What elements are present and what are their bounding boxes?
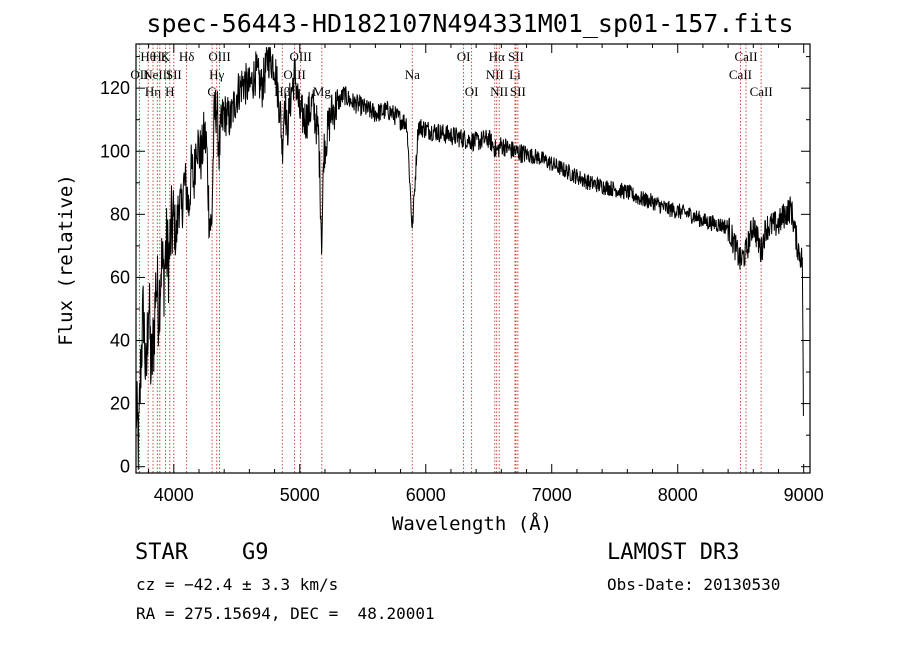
x-tick-label: 4000 — [154, 485, 194, 505]
spectrum-line — [135, 47, 804, 470]
y-tick-label: 100 — [100, 141, 130, 161]
y-tick-label: 120 — [100, 78, 130, 98]
line-marker-label: NII — [490, 84, 508, 99]
x-tick-label: 9000 — [784, 485, 824, 505]
line-marker-label: NeIII — [143, 67, 171, 82]
line-marker-label: Hδ — [179, 49, 195, 64]
chart-title: spec-56443-HD182107N494331M01_sp01-157.f… — [146, 9, 793, 38]
line-marker-label: G — [207, 84, 216, 99]
line-marker-label: OII — [130, 67, 148, 82]
y-tick-label: 40 — [110, 331, 130, 351]
line-marker-label: H — [165, 84, 174, 99]
spectral-subclass: G9 — [242, 540, 269, 565]
line-marker-label: CaII — [729, 67, 752, 82]
line-marker-label: SII — [508, 49, 524, 64]
y-tick-label: 0 — [120, 457, 130, 477]
x-tick-label: 5000 — [280, 485, 320, 505]
x-tick-label: 8000 — [658, 485, 698, 505]
line-markers: OIIHθHηNeIIIHζKHSIIHδGHγOIIIHβOIIIOIIIMg… — [130, 44, 773, 473]
x-tick-label: 7000 — [532, 485, 572, 505]
line-marker-label: K — [161, 49, 171, 64]
y-tick-label: 60 — [110, 267, 130, 287]
line-marker-label: OI — [465, 84, 479, 99]
line-marker-label: Hη — [145, 84, 161, 99]
y-axis: 0 20 40 60 80 100 120 — [100, 56, 810, 477]
line-marker-label: OIII — [208, 49, 230, 64]
x-axis-label: Wavelength (Å) — [392, 512, 552, 535]
line-marker-label: Na — [405, 67, 420, 82]
line-marker-label: Hα — [489, 49, 505, 64]
line-marker-label: Hγ — [209, 67, 224, 82]
line-marker-label: OIII — [283, 67, 305, 82]
line-marker-label: CaII — [750, 84, 773, 99]
x-axis: 4000 5000 6000 7000 8000 9000 — [148, 44, 824, 505]
line-marker-label: SII — [510, 84, 526, 99]
redshift-cz: cz = −42.4 ± 3.3 km/s — [136, 575, 339, 594]
line-marker-label: OIII — [289, 49, 311, 64]
coordinates: RA = 275.15694, DEC = 48.20001 — [136, 604, 435, 623]
y-tick-label: 80 — [110, 204, 130, 224]
survey-name: LAMOST DR3 — [607, 540, 740, 565]
line-marker-label: Hζ — [152, 49, 167, 64]
x-tick-label: 6000 — [406, 485, 446, 505]
plot-frame — [135, 43, 811, 474]
line-marker-label: Mg — [313, 84, 332, 99]
object-type: STAR — [135, 540, 188, 565]
line-marker-label: SII — [166, 67, 182, 82]
line-marker-label: CaII — [734, 49, 757, 64]
line-marker-label: Li — [509, 67, 521, 82]
line-marker-label: NII — [486, 67, 504, 82]
line-marker-label: OI — [457, 49, 471, 64]
line-marker-label: Hθ — [140, 49, 156, 64]
y-axis-label: Flux (relative) — [55, 174, 77, 346]
y-tick-label: 20 — [110, 394, 130, 414]
observation-date: Obs-Date: 20130530 — [607, 575, 781, 594]
spectrum-series — [135, 47, 804, 470]
